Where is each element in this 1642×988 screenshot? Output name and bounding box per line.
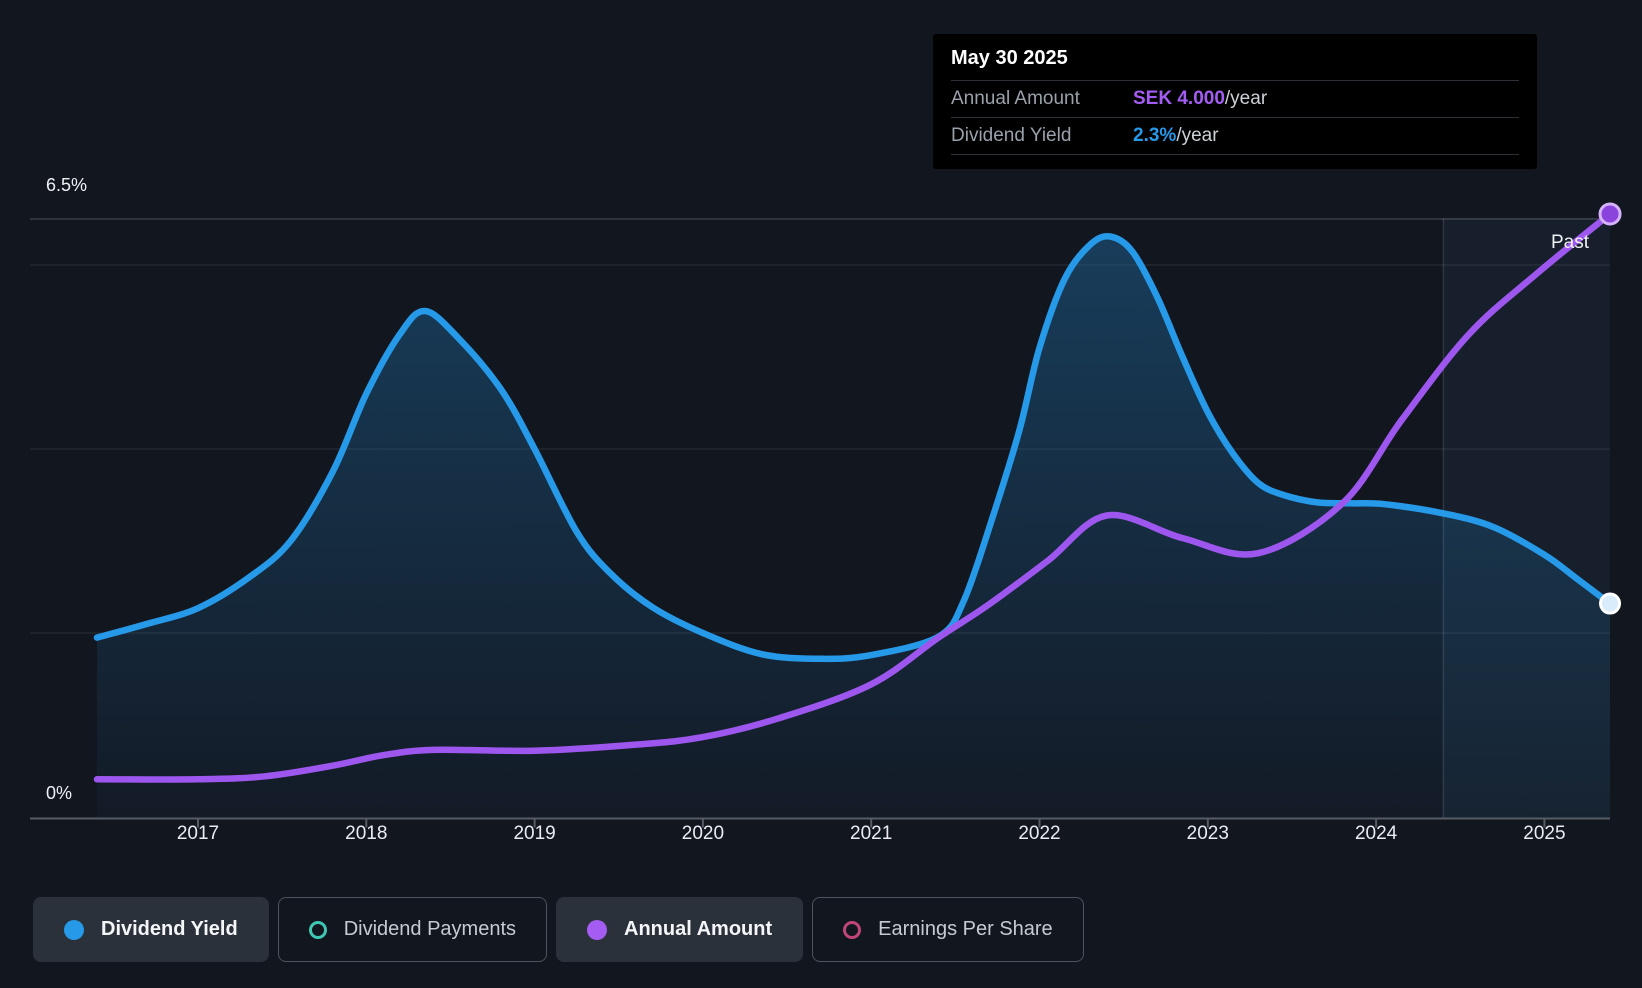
earnings-per-share-ring-icon (843, 920, 862, 939)
legend-label: Dividend Payments (343, 918, 517, 940)
x-axis-labels: 2017 2018 2019 2020 2021 2022 2023 2024 2025 (0, 823, 1642, 847)
tooltip-value: SEK 4.000 (1133, 88, 1225, 109)
tooltip-row-dividend-yield: Dividend Yield 2.3% /year (951, 117, 1519, 155)
legend-label: Dividend Yield (101, 918, 238, 940)
annual-amount-line (93, 210, 1614, 783)
dividend-yield-dot-icon (64, 919, 84, 940)
x-axis-year-label: 2022 (1018, 823, 1061, 844)
tooltip-date: May 30 2025 (951, 47, 1068, 69)
x-axis-year-label: 2019 (513, 823, 556, 844)
tooltip-label: Annual Amount (951, 88, 1080, 109)
annual-amount-endpoint (1598, 202, 1622, 226)
tooltip-value-suffix: /year (1176, 125, 1219, 146)
tooltip-row-annual-amount: Annual Amount SEK 4.000 /year (951, 80, 1519, 117)
past-region-label: Past (1550, 232, 1590, 253)
chart-legend: Dividend Yield Dividend Payments Annual … (33, 897, 1084, 962)
tooltip-label: Dividend Yield (951, 125, 1072, 146)
tooltip-value-suffix: /year (1224, 88, 1268, 109)
axis-group (30, 817, 1610, 828)
x-axis-year-label: 2018 (345, 823, 388, 844)
legend-toggle-annual-amount[interactable]: Annual Amount (556, 897, 804, 962)
legend-label: Annual Amount (624, 918, 773, 940)
y-axis-label-bottom: 0% (46, 783, 73, 803)
legend-toggle-dividend-yield[interactable]: Dividend Yield (33, 897, 269, 962)
x-axis-year-label: 2021 (850, 823, 893, 844)
legend-toggle-earnings-per-share[interactable]: Earnings Per Share (812, 897, 1084, 962)
dividend-yield-area (97, 236, 1610, 819)
dividend-yield-line (93, 233, 1614, 663)
x-axis-year-label: 2024 (1354, 823, 1398, 844)
legend-toggle-dividend-payments[interactable]: Dividend Payments (277, 897, 548, 962)
x-axis-year-label: 2017 (176, 823, 220, 844)
legend-label: Earnings Per Share (878, 918, 1053, 940)
y-axis-label-top: 6.5% (46, 175, 88, 195)
dividend-payments-ring-icon (308, 920, 327, 939)
tooltip-value: 2.3% (1133, 125, 1177, 146)
annual-amount-dot-icon (587, 919, 608, 940)
x-axis-year-label: 2020 (681, 823, 725, 844)
dividend-yield-endpoint (1599, 592, 1622, 615)
x-axis-year-label: 2025 (1523, 823, 1566, 844)
x-axis-year-label: 2023 (1186, 823, 1229, 844)
chart-tooltip: May 30 2025 Annual Amount SEK 4.000 /yea… (933, 34, 1537, 169)
